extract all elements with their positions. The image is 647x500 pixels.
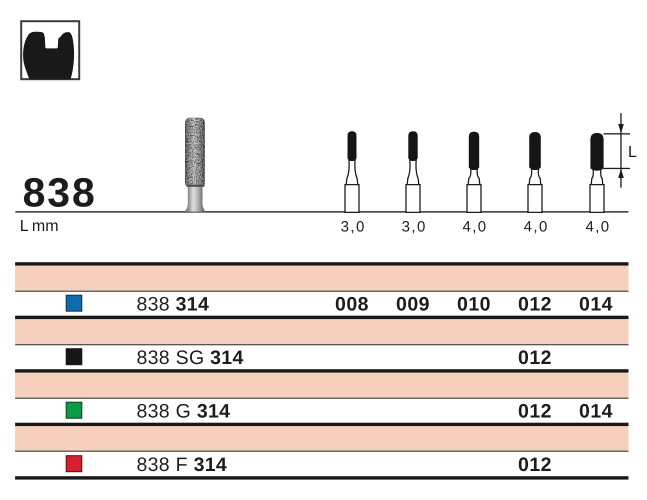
svg-text:014: 014	[579, 401, 613, 423]
svg-text:4,0: 4,0	[524, 218, 549, 235]
svg-text:010: 010	[457, 294, 491, 316]
svg-text:L mm: L mm	[20, 218, 59, 235]
svg-text:012: 012	[518, 294, 552, 316]
svg-text:4,0: 4,0	[462, 218, 487, 235]
svg-text:838 G 314: 838 G 314	[137, 401, 231, 423]
svg-text:012: 012	[518, 347, 552, 369]
svg-text:L: L	[628, 144, 637, 161]
svg-text:012: 012	[518, 401, 552, 423]
svg-text:4,0: 4,0	[585, 218, 610, 235]
svg-text:014: 014	[579, 294, 613, 316]
svg-text:838 SG 314: 838 SG 314	[137, 347, 244, 369]
svg-text:008: 008	[335, 294, 369, 316]
svg-text:838: 838	[23, 170, 97, 216]
svg-text:012: 012	[518, 454, 552, 476]
svg-text:009: 009	[396, 294, 430, 316]
svg-text:3,0: 3,0	[341, 218, 366, 235]
svg-text:3,0: 3,0	[402, 218, 427, 235]
svg-text:838 F 314: 838 F 314	[137, 454, 228, 476]
svg-text:838 314: 838 314	[137, 294, 210, 316]
